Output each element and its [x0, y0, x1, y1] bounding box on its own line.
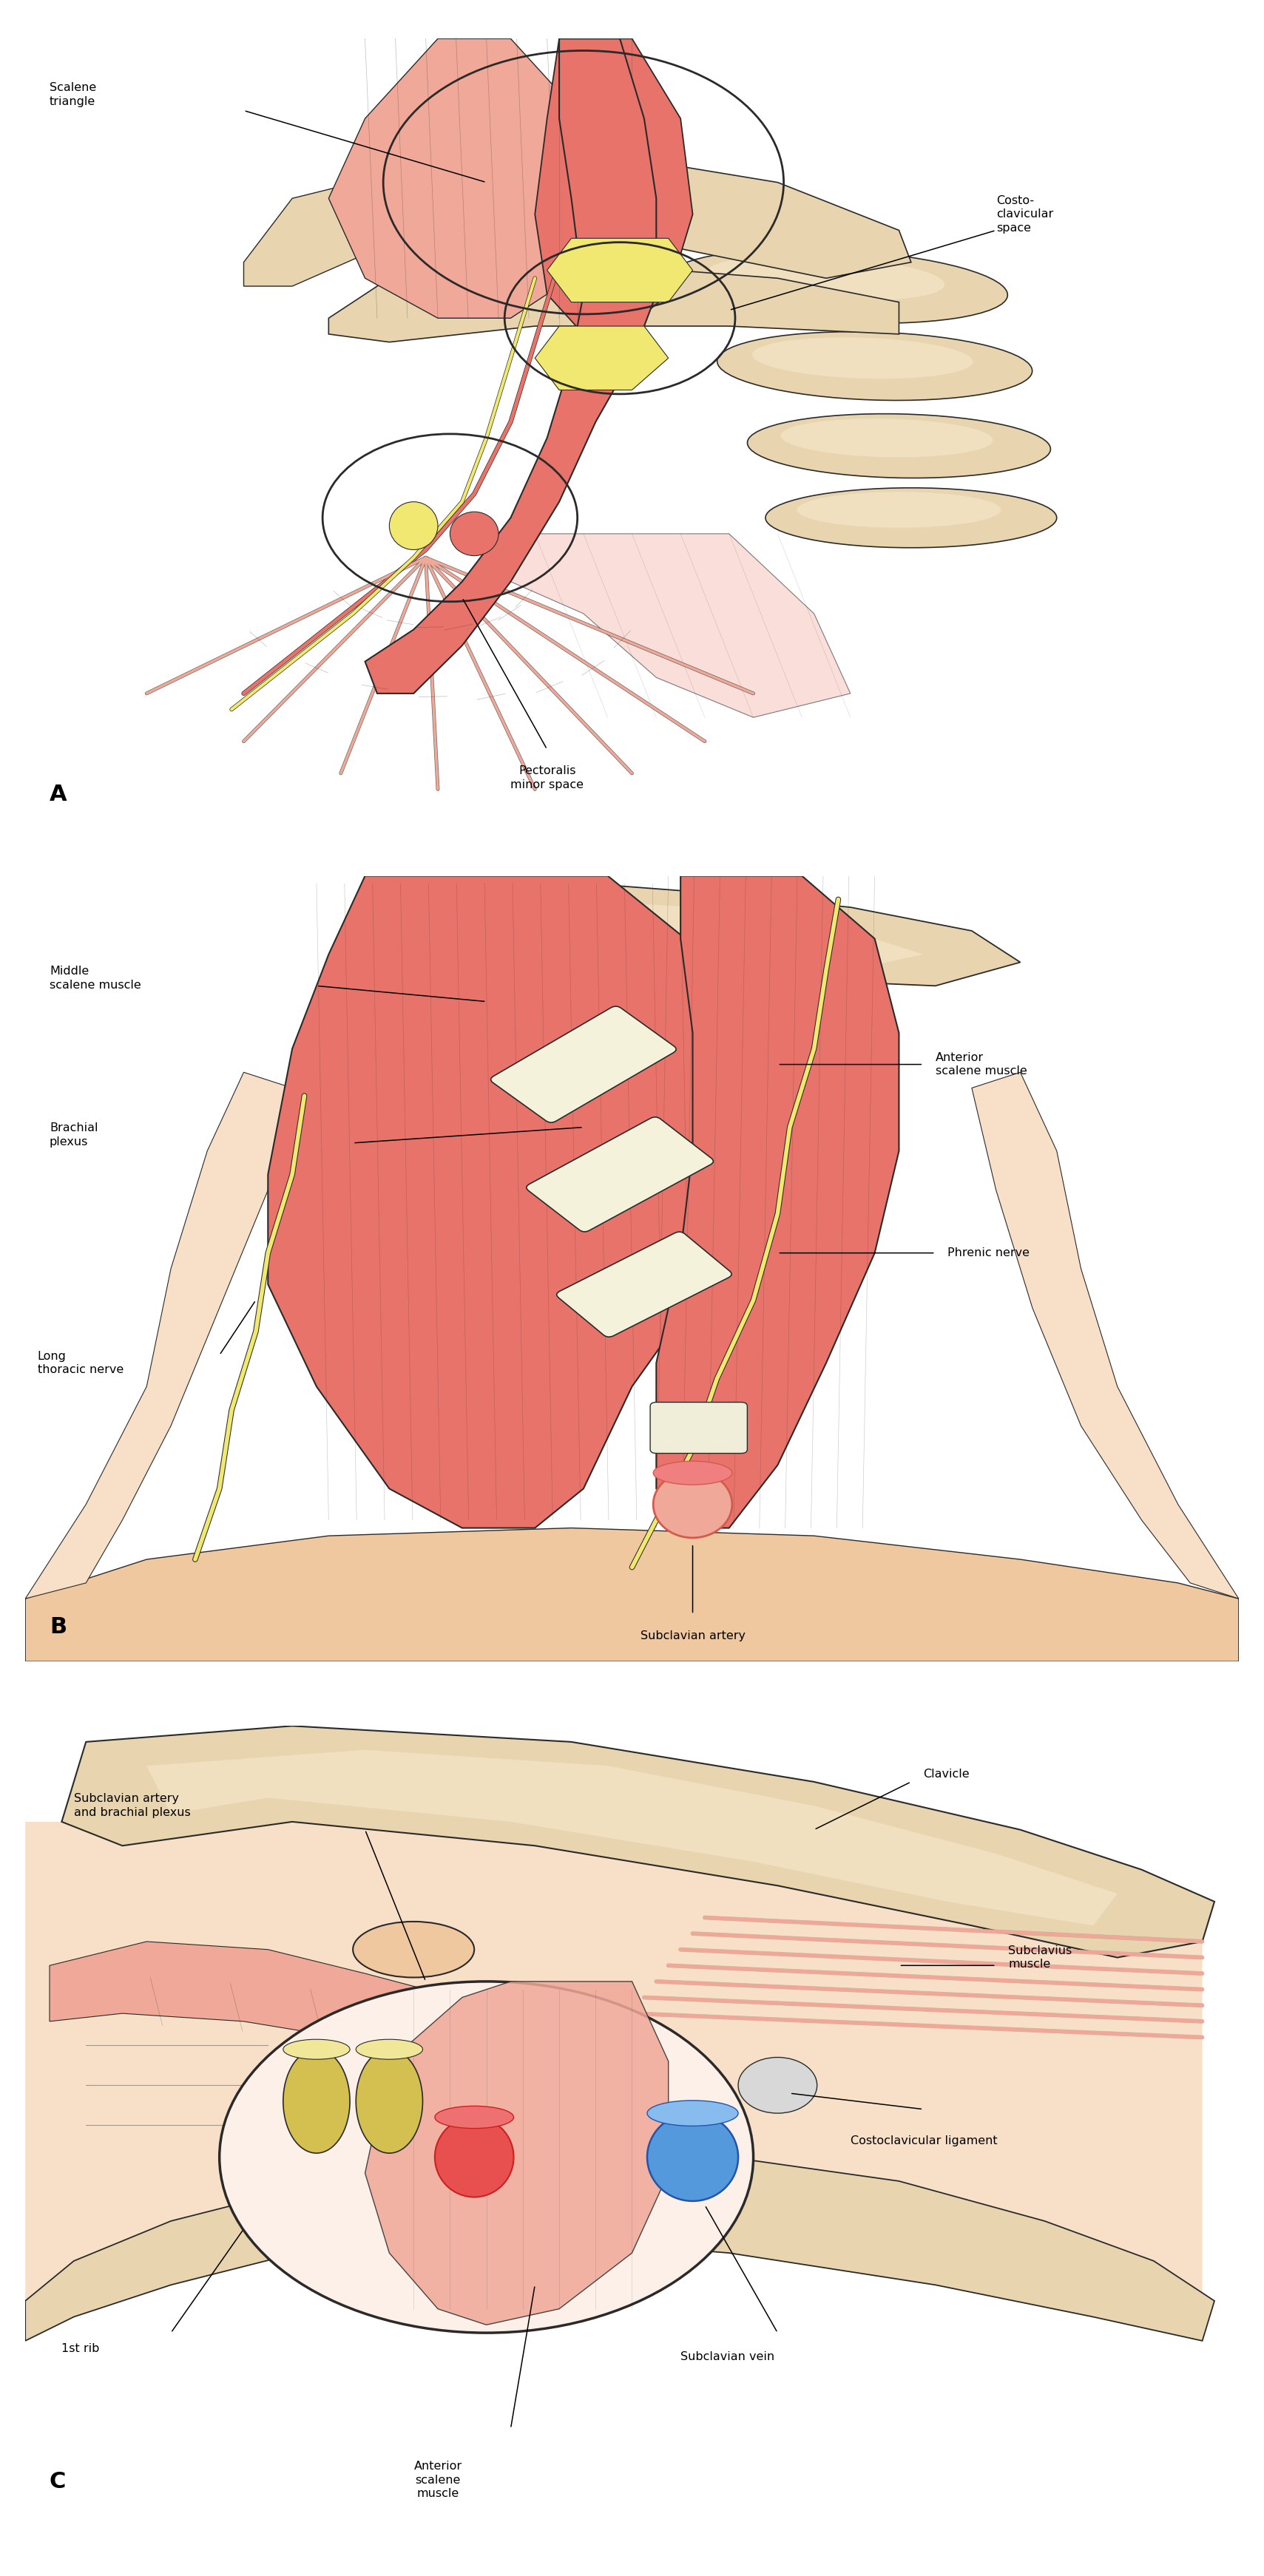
Text: Pectoralis
minor space: Pectoralis minor space	[511, 765, 584, 791]
Polygon shape	[329, 263, 899, 343]
Text: B: B	[49, 1618, 67, 1638]
Polygon shape	[62, 1726, 1215, 1958]
Polygon shape	[147, 1749, 1117, 1924]
Text: Phrenic nerve: Phrenic nerve	[948, 1247, 1030, 1260]
Polygon shape	[25, 1072, 316, 1600]
Ellipse shape	[653, 1471, 732, 1538]
Text: Subclavian artery
and brachial plexus: Subclavian artery and brachial plexus	[73, 1793, 191, 1819]
Text: Middle
scalene muscle: Middle scalene muscle	[49, 966, 142, 989]
Text: Costo-
clavicular
space: Costo- clavicular space	[996, 196, 1053, 234]
Ellipse shape	[752, 337, 973, 379]
Polygon shape	[365, 39, 656, 693]
Text: Anterior
scalene
muscle: Anterior scalene muscle	[413, 2460, 461, 2499]
Ellipse shape	[738, 2058, 817, 2112]
Ellipse shape	[283, 2050, 350, 2154]
Ellipse shape	[435, 2107, 513, 2128]
Ellipse shape	[781, 420, 994, 456]
Polygon shape	[25, 1806, 1202, 2316]
Ellipse shape	[747, 415, 1050, 479]
Ellipse shape	[356, 2040, 422, 2058]
Text: 1st rib: 1st rib	[62, 2344, 100, 2354]
Ellipse shape	[669, 250, 1007, 325]
Polygon shape	[487, 533, 851, 719]
FancyBboxPatch shape	[490, 1007, 676, 1123]
Ellipse shape	[766, 487, 1057, 549]
Ellipse shape	[717, 332, 1033, 399]
FancyBboxPatch shape	[650, 1401, 747, 1453]
Ellipse shape	[356, 2050, 422, 2154]
Polygon shape	[25, 2156, 1215, 2342]
Text: Clavicle: Clavicle	[923, 1767, 969, 1780]
Ellipse shape	[798, 492, 1001, 528]
Ellipse shape	[653, 1461, 732, 1484]
Ellipse shape	[647, 2099, 738, 2125]
Polygon shape	[365, 1981, 669, 2324]
Ellipse shape	[708, 255, 944, 301]
Polygon shape	[547, 240, 693, 301]
Text: Subclavian artery: Subclavian artery	[640, 1631, 746, 1641]
Ellipse shape	[450, 513, 498, 556]
FancyBboxPatch shape	[526, 1118, 713, 1231]
Polygon shape	[244, 175, 487, 286]
Text: Subclavian vein: Subclavian vein	[680, 2352, 775, 2362]
Text: Subclavius
muscle: Subclavius muscle	[1009, 1945, 1072, 1971]
Polygon shape	[268, 876, 753, 1528]
Text: Costoclavicular ligament: Costoclavicular ligament	[851, 2136, 997, 2146]
Polygon shape	[535, 327, 669, 389]
Polygon shape	[329, 39, 608, 317]
Polygon shape	[972, 1072, 1239, 1600]
Polygon shape	[353, 876, 1020, 987]
Polygon shape	[426, 891, 923, 971]
Polygon shape	[365, 142, 911, 278]
Ellipse shape	[435, 2117, 513, 2197]
Ellipse shape	[353, 1922, 474, 1978]
Text: Anterior
scalene muscle: Anterior scalene muscle	[935, 1051, 1026, 1077]
Text: Long
thoracic nerve: Long thoracic nerve	[38, 1350, 124, 1376]
Ellipse shape	[647, 2112, 738, 2200]
Text: Brachial
plexus: Brachial plexus	[49, 1123, 99, 1146]
FancyBboxPatch shape	[556, 1231, 732, 1337]
Polygon shape	[25, 1528, 1239, 1662]
Text: A: A	[49, 783, 67, 806]
Circle shape	[220, 1981, 753, 2334]
Polygon shape	[656, 876, 899, 1528]
Text: C: C	[49, 2470, 66, 2494]
Polygon shape	[49, 1942, 584, 2069]
Ellipse shape	[283, 2040, 350, 2058]
Text: Scalene
triangle: Scalene triangle	[49, 82, 96, 108]
Polygon shape	[535, 39, 693, 335]
Ellipse shape	[389, 502, 437, 549]
